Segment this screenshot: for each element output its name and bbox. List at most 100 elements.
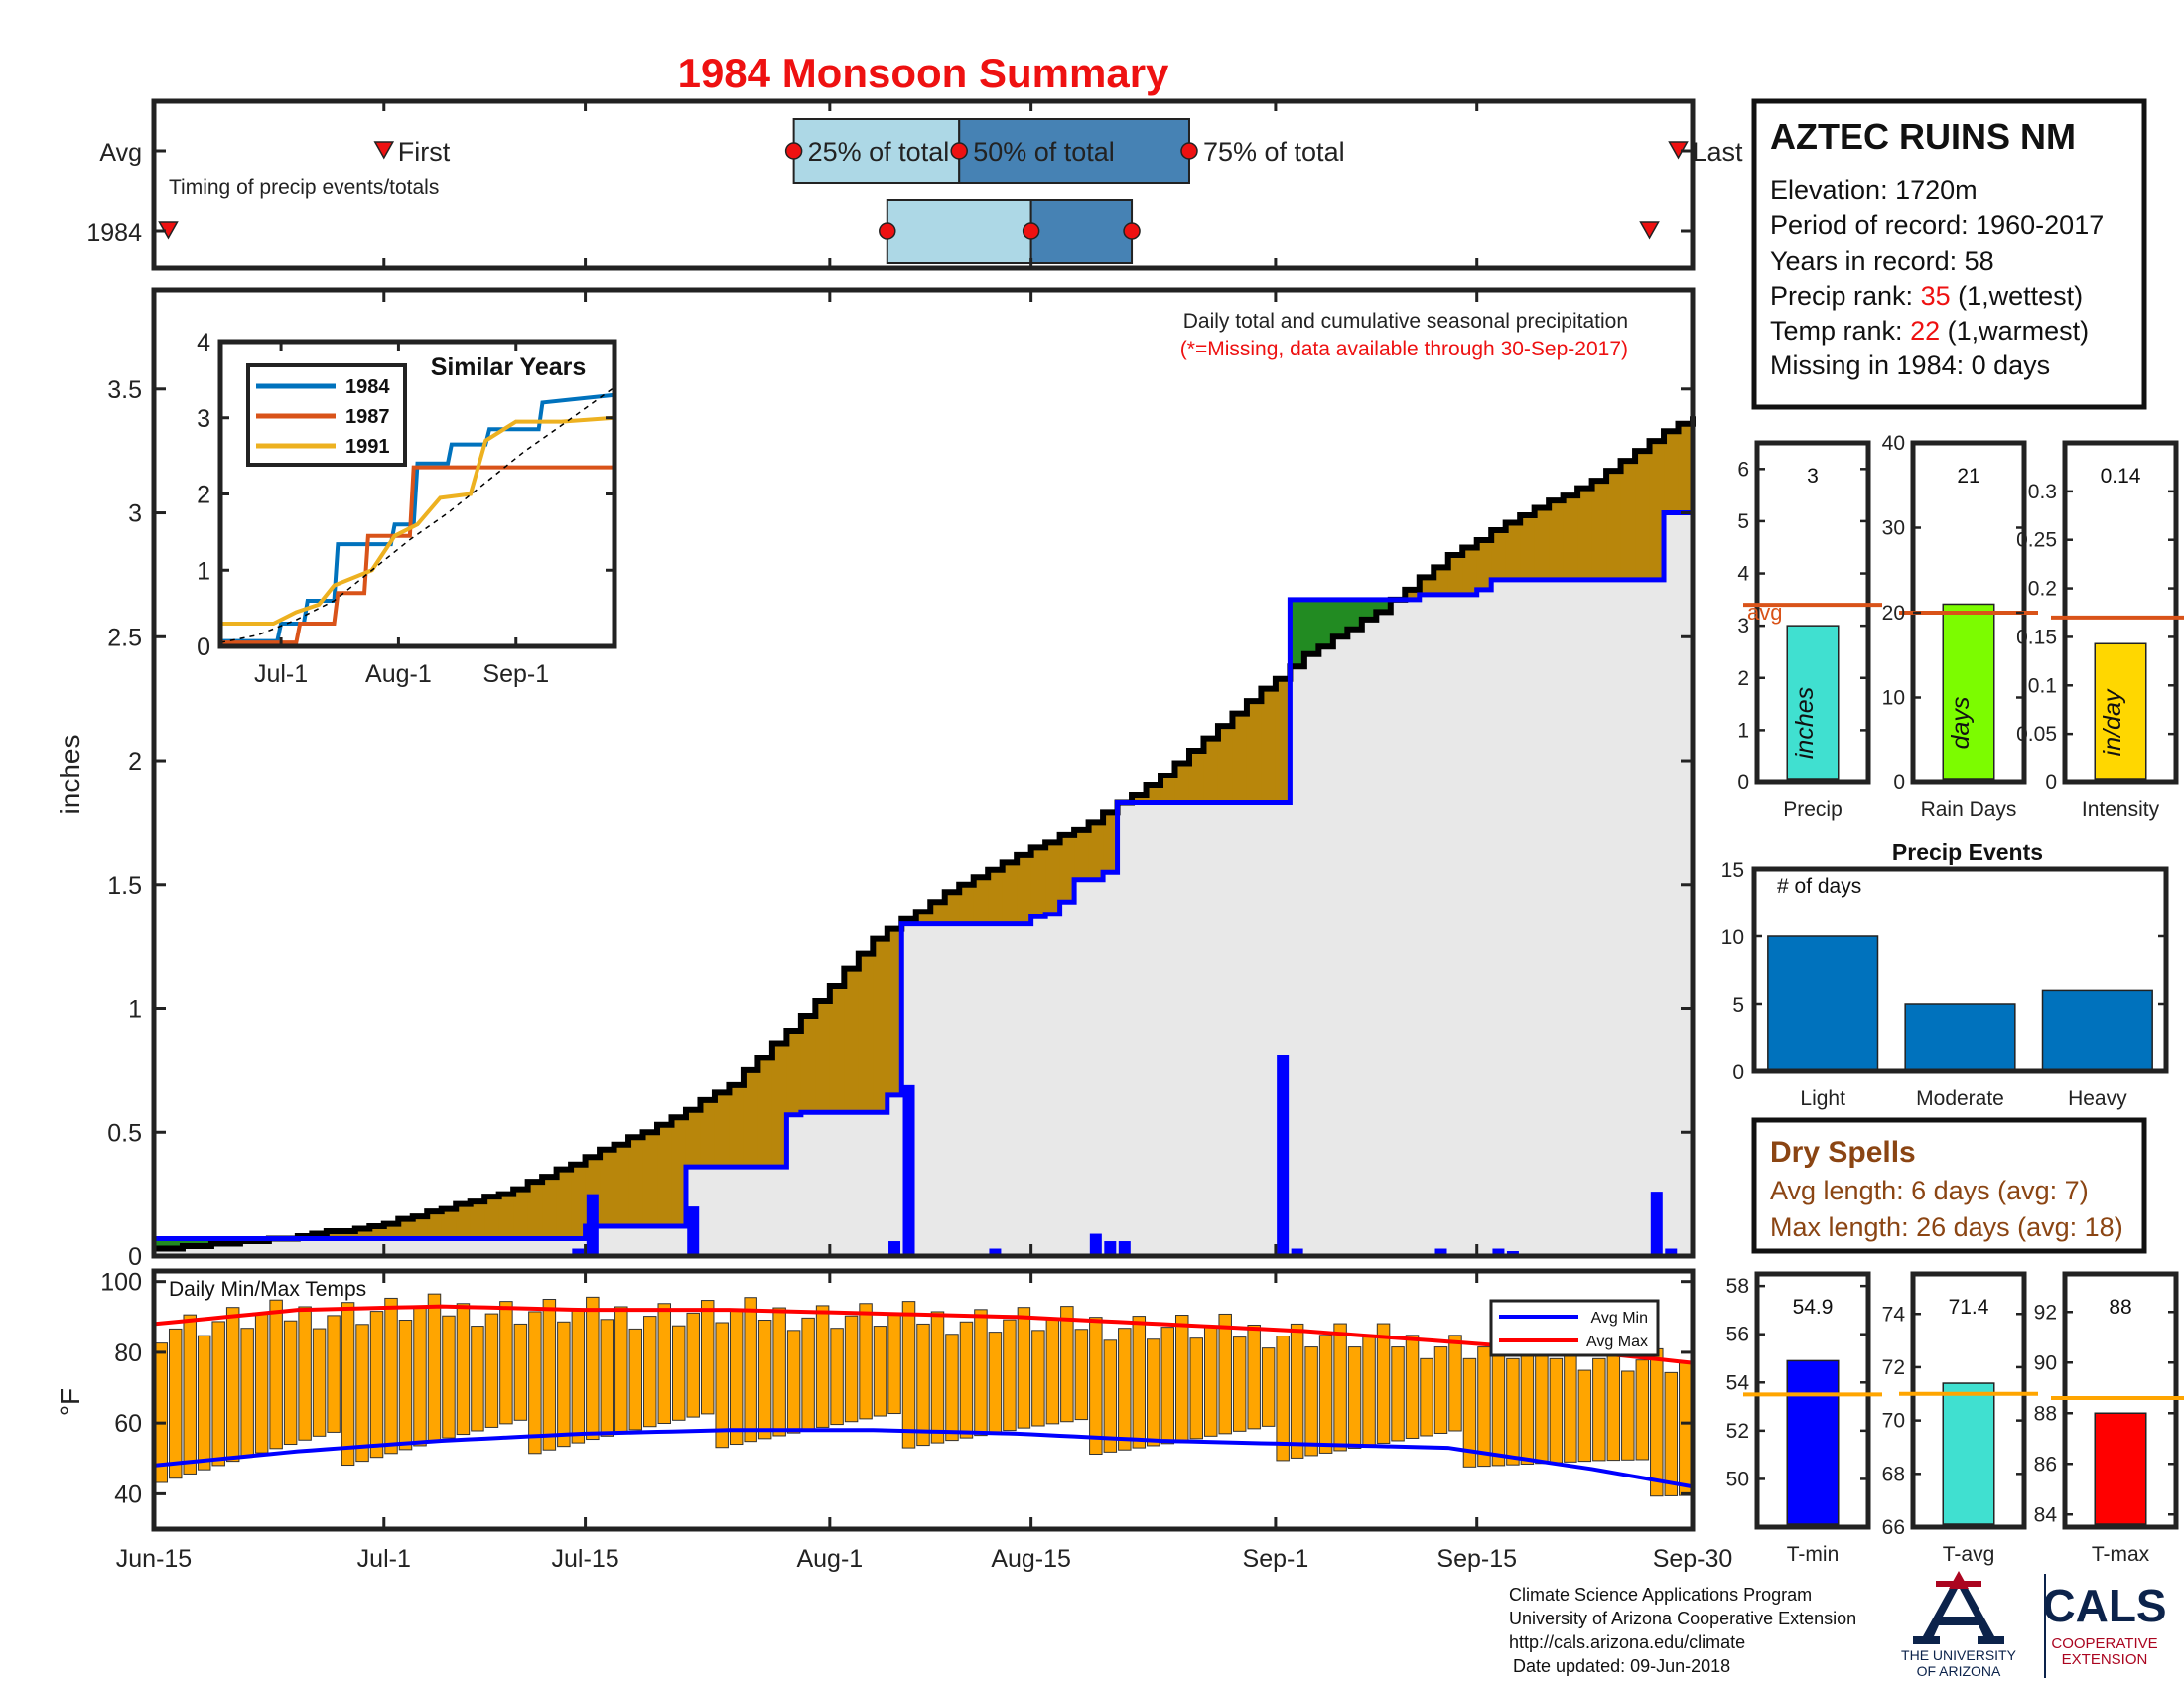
daily-temp-bar [283, 1320, 298, 1446]
year-50-75-box [1029, 199, 1134, 264]
footer-line-2: University of Arizona Cooperative Extens… [1509, 1609, 1856, 1628]
summary-tick-label: 92 [2034, 1301, 2057, 1324]
year-p25-marker [879, 222, 896, 240]
event-tick-label: 10 [1721, 926, 1744, 949]
events-plot-area: Light Moderate Heavy 0 5 10 15 [1721, 859, 2166, 1110]
deficit-fill [915, 912, 931, 924]
summary-bar [1786, 1359, 1840, 1525]
summary-tick-label: 1 [1737, 719, 1749, 742]
summary-tick-label: 10 [1882, 687, 1905, 710]
precip-y-tick-label: 2.5 [107, 624, 142, 651]
timing-p25-label: 25% of total [808, 137, 950, 167]
cals-sub-1: COOPERATIVE [2051, 1635, 2157, 1652]
timing-row-avg-label: Avg [99, 139, 142, 167]
daily-temp-bar [1160, 1327, 1175, 1445]
timing-panel: Avg 1984 Timing of precip events/totals … [86, 98, 1743, 271]
daily-precip-bar [1492, 1248, 1505, 1256]
deficit-fill [354, 1228, 370, 1239]
daily-temp-bar [1232, 1336, 1247, 1432]
deficit-fill [988, 869, 1004, 924]
deficit-fill [671, 1117, 687, 1227]
date-tick-label: Sep-15 [1436, 1545, 1517, 1573]
daily-temp-bar [586, 1296, 600, 1441]
deficit-fill [844, 968, 860, 1113]
summary-bar [1786, 625, 1840, 780]
daily-temp-bar [442, 1315, 456, 1439]
daily-temp-bar [671, 1325, 686, 1421]
deficit-fill [1433, 567, 1449, 595]
precip-y-ticks: 0 0.5 1 1.5 2 2.5 3 3.5 [107, 376, 1693, 1271]
daily-temp-bar [729, 1309, 744, 1446]
deficit-fill [441, 1208, 457, 1239]
daily-temp-bar [1060, 1306, 1074, 1423]
daily-temp-bar [1276, 1336, 1290, 1462]
daily-temp-bar [916, 1323, 930, 1447]
surplus-fill [197, 1238, 212, 1247]
summary-panel-rain-days: days 0 10 20 30 40 21 Rain Days [1882, 432, 2038, 821]
daily-temp-bar [1606, 1346, 1621, 1462]
average-cumulative-line [154, 416, 1696, 1252]
daily-temp-bar [1290, 1323, 1304, 1459]
deficit-fill [628, 1137, 644, 1227]
temp-y-label: °F [55, 1388, 85, 1416]
avg-p25-marker [784, 142, 803, 160]
deficit-fill [1405, 589, 1421, 600]
deficit-fill [498, 1194, 514, 1239]
deficit-fill [771, 1043, 787, 1168]
daily-temp-bar [757, 1320, 772, 1440]
daily-temp-bar [1147, 1338, 1160, 1447]
deficit-fill [1232, 713, 1248, 803]
deficit-fill [614, 1144, 629, 1227]
ua-name-2: OF ARIZONA [1917, 1663, 2001, 1679]
daily-temp-bar [772, 1307, 786, 1437]
daily-temp-bar [398, 1320, 413, 1451]
deficit-fill [1132, 794, 1148, 803]
daily-temp-bar [1391, 1346, 1405, 1442]
daily-temp-bar [1577, 1369, 1592, 1463]
station-period: Period of record: 1960-2017 [1770, 211, 2104, 240]
daily-temp-bar [657, 1303, 671, 1425]
daily-temp-bar [1405, 1335, 1420, 1439]
deficit-fill [642, 1132, 658, 1227]
deficit-fill [829, 986, 845, 1113]
summary-tick-label: 50 [1726, 1468, 1749, 1490]
summary-panel-t-max: 84 86 88 90 92 88 T-max [2034, 1271, 2184, 1566]
daily-precip-bar [888, 1241, 901, 1256]
daily-temp-bar [1362, 1335, 1376, 1447]
inset-title: Similar Years [431, 353, 587, 381]
daily-temp-bar [1650, 1347, 1664, 1497]
daily-temp-bar [1132, 1316, 1147, 1449]
date-tick-label: Aug-1 [796, 1545, 863, 1573]
deficit-fill [800, 1015, 816, 1113]
daily-temp-bar [513, 1323, 528, 1421]
deficit-fill [1577, 488, 1593, 580]
summary-tick-label: 40 [1882, 432, 1905, 455]
daily-precip-bar [1650, 1192, 1663, 1256]
daily-temp-bar [1318, 1335, 1333, 1454]
daily-temp-bar [413, 1306, 427, 1447]
precip-plot-area [154, 416, 1696, 1256]
surplus-fill [1303, 599, 1319, 654]
precip-y-label: inches [55, 735, 85, 815]
deficit-fill [1059, 834, 1075, 903]
avg-max-temp-line [153, 1304, 1694, 1365]
station-missing: Missing in 1984: 0 days [1770, 351, 2050, 380]
deficit-fill [1203, 738, 1219, 803]
temp-y-tick-label: 60 [114, 1410, 142, 1438]
summary-tick-label: 3 [1737, 615, 1749, 637]
inset-ticks: 0 1 2 3 4 Jul-1 Aug-1 Sep-1 [197, 329, 614, 688]
daily-temp-bar [974, 1309, 988, 1437]
deficit-fill [1476, 539, 1492, 590]
daily-precip-bar [1118, 1241, 1131, 1256]
daily-temp-bar [341, 1302, 355, 1467]
temp-plot-area [153, 1293, 1694, 1497]
daily-temp-bar [1031, 1330, 1045, 1427]
date-tick-label: Sep-30 [1653, 1545, 1733, 1573]
daily-temp-bar [686, 1312, 700, 1418]
daily-temp-bar [1247, 1324, 1261, 1430]
observed-cumulative-line [154, 510, 1693, 1242]
daily-temp-bar [1564, 1346, 1577, 1463]
daily-temp-bar [557, 1321, 571, 1448]
deficit-fill [427, 1211, 443, 1239]
